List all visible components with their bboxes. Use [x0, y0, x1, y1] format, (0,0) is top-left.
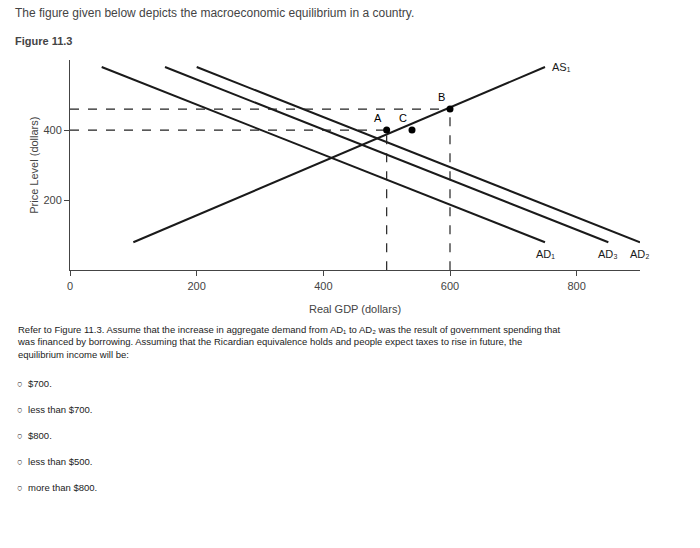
svg-text:○ $800.: ○ $800. — [17, 430, 52, 441]
svg-text:400: 400 — [43, 124, 61, 136]
svg-text:Figure 11.3: Figure 11.3 — [15, 35, 72, 47]
svg-text:AD₂: AD₂ — [630, 248, 650, 260]
svg-text:600: 600 — [441, 280, 459, 292]
svg-text:AS₁: AS₁ — [552, 61, 571, 73]
svg-text:Price Level (dollars): Price Level (dollars) — [28, 117, 40, 214]
svg-text:0: 0 — [67, 280, 73, 292]
svg-text:A: A — [374, 112, 382, 124]
svg-text:○ more than $800.: ○ more than $800. — [17, 482, 97, 493]
svg-text:Refer to Figure 11.3. Assume t: Refer to Figure 11.3. Assume that the in… — [17, 324, 561, 360]
svg-text:800: 800 — [567, 280, 585, 292]
svg-text:AD₁: AD₁ — [536, 248, 555, 260]
svg-text:○ $700.: ○ $700. — [17, 378, 52, 389]
svg-text:200: 200 — [187, 280, 205, 292]
svg-text:B: B — [438, 91, 445, 103]
svg-text:Real GDP (dollars): Real GDP (dollars) — [309, 303, 401, 315]
svg-text:AD₃: AD₃ — [598, 248, 618, 260]
svg-text:C: C — [399, 112, 407, 124]
svg-text:400: 400 — [314, 280, 332, 292]
svg-text:○ less than $700.: ○ less than $700. — [17, 404, 92, 415]
svg-text:200: 200 — [43, 194, 61, 206]
svg-text:The figure given below depicts: The figure given below depicts the macro… — [15, 6, 414, 20]
svg-text:○ less than $500.: ○ less than $500. — [17, 456, 92, 467]
